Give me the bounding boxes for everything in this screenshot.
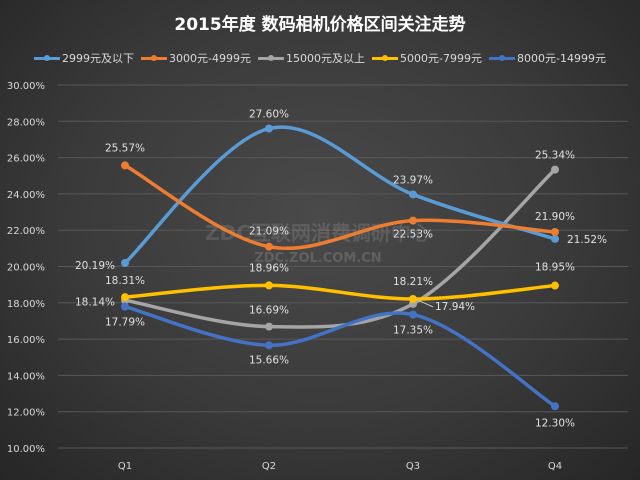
- leader-line: [416, 299, 434, 308]
- data-point: [121, 259, 129, 268]
- legend-item[interactable]: 3000元-4999元: [141, 50, 251, 66]
- data-label: 18.14%: [75, 296, 115, 308]
- legend-label: 3000元-4999元: [169, 52, 252, 65]
- legend-label: 5000元-7999元: [400, 52, 482, 65]
- data-point: [265, 124, 273, 133]
- chart-title: 2015年度 数码相机价格区间关注走势: [174, 15, 466, 35]
- data-label: 15.66%: [249, 354, 289, 366]
- data-point: [265, 242, 273, 251]
- data-label: 20.19%: [75, 260, 115, 272]
- y-tick-label: 28.00%: [7, 117, 45, 128]
- series-line: [123, 125, 557, 265]
- data-label: 17.79%: [105, 317, 145, 329]
- data-label: 25.57%: [105, 142, 145, 154]
- legend: 2999元及以下 3000元-4999元 15000元及以上 5000元-7999元 8…: [0, 50, 640, 66]
- legend-swatch: [34, 54, 61, 61]
- data-point: [265, 322, 273, 331]
- legend-item[interactable]: 5000元-7999元: [372, 50, 482, 66]
- data-point: [551, 228, 559, 237]
- data-label: 18.31%: [105, 275, 145, 287]
- data-label: 18.95%: [535, 262, 575, 274]
- legend-item[interactable]: 8000元-14999元: [488, 50, 606, 66]
- legend-label: 8000元-14999元: [516, 52, 606, 65]
- data-label: 17.94%: [435, 301, 475, 313]
- data-label: 21.09%: [249, 226, 289, 238]
- watermark: ZDC互联网消费调研中心: [205, 221, 431, 245]
- legend-label: 15000元及以上: [286, 52, 366, 65]
- data-label: 12.30%: [535, 417, 575, 429]
- data-label: 17.35%: [393, 325, 433, 337]
- legend-label: 2999元及以下: [62, 52, 135, 65]
- series-line: [123, 167, 557, 329]
- data-label: 18.21%: [393, 276, 433, 288]
- data-point: [409, 190, 417, 199]
- data-point: [265, 281, 273, 290]
- x-tick-label: Q1: [118, 461, 132, 472]
- data-label: 18.96%: [249, 262, 289, 274]
- y-tick-label: 24.00%: [7, 190, 45, 201]
- y-tick-label: 20.00%: [7, 263, 45, 274]
- data-label: 21.52%: [567, 234, 607, 246]
- data-point: [409, 294, 417, 303]
- data-label: 22.53%: [393, 229, 433, 241]
- x-tick-label: Q3: [406, 461, 420, 472]
- legend-swatch: [488, 54, 515, 61]
- series-line: [123, 163, 557, 250]
- legend-swatch: [141, 54, 168, 61]
- data-label: 23.97%: [393, 174, 433, 186]
- data-point: [121, 302, 129, 311]
- data-point: [551, 234, 559, 243]
- data-point: [121, 161, 129, 170]
- data-label: 25.34%: [535, 150, 575, 162]
- series-line: [123, 304, 557, 409]
- data-point: [265, 341, 273, 350]
- data-point: [409, 310, 417, 319]
- data-point: [409, 216, 417, 225]
- data-point: [121, 293, 129, 302]
- y-tick-label: 12.00%: [7, 408, 45, 419]
- data-point: [551, 402, 559, 411]
- y-tick-label: 22.00%: [7, 226, 45, 237]
- y-tick-label: 26.00%: [7, 154, 45, 165]
- y-tick-label: 10.00%: [7, 444, 45, 455]
- y-tick-label: 14.00%: [7, 371, 45, 382]
- legend-item[interactable]: 15000元及以上: [258, 50, 365, 66]
- y-tick-label: 18.00%: [7, 299, 45, 310]
- legend-swatch: [372, 54, 399, 61]
- y-tick-label: 16.00%: [7, 335, 45, 346]
- x-tick-label: Q4: [548, 461, 562, 472]
- x-tick-label: Q2: [262, 461, 276, 472]
- data-point: [551, 281, 559, 290]
- data-label: 16.69%: [249, 305, 289, 317]
- data-point: [551, 165, 559, 174]
- legend-swatch: [258, 54, 285, 61]
- watermark: ZDC.ZOL.COM.CN: [254, 251, 381, 266]
- series-line: [123, 283, 557, 301]
- y-tick-label: 30.00%: [7, 81, 45, 92]
- legend-item[interactable]: 2999元及以下: [34, 50, 134, 66]
- data-label: 21.90%: [535, 211, 575, 223]
- data-label: 27.60%: [249, 109, 289, 121]
